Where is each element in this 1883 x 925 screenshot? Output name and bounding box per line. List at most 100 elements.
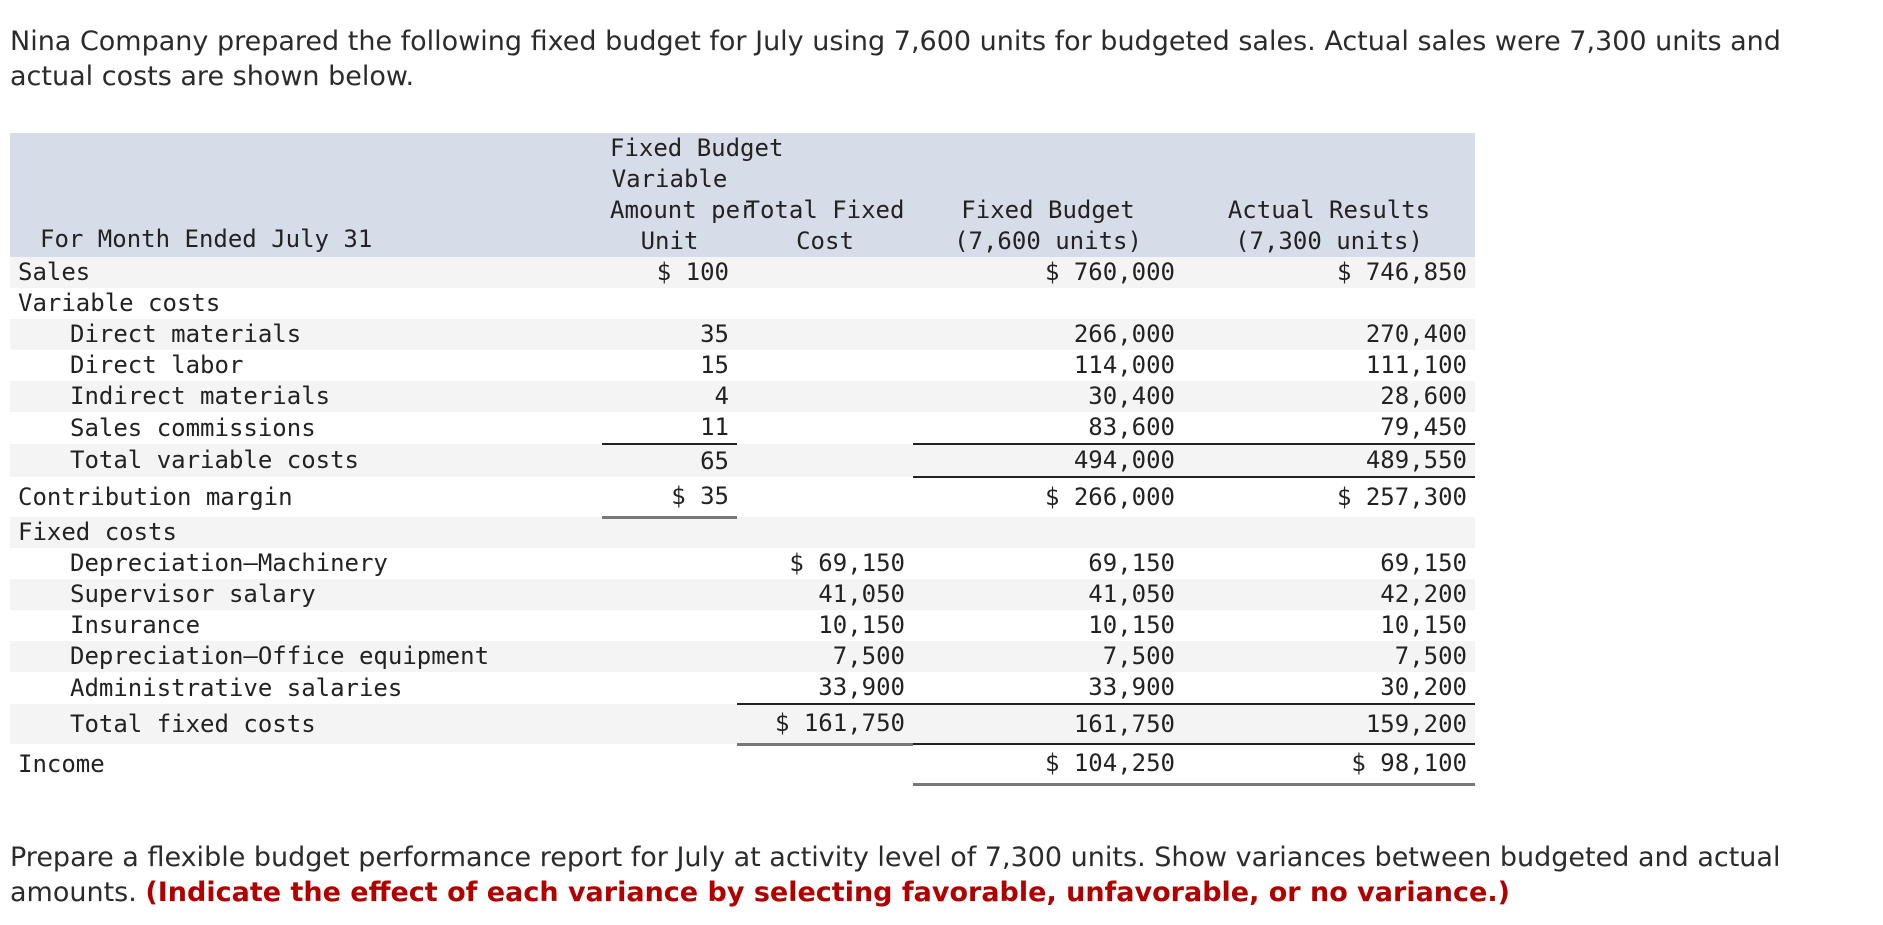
fixed-budget-cell: 41,050 bbox=[913, 579, 1183, 610]
row-label: Total variable costs bbox=[10, 444, 602, 477]
total-fixed-cost-cell: $ 69,150 bbox=[737, 548, 913, 579]
total-fixed-cost-cell bbox=[737, 517, 913, 548]
fixed-budget-cell: $ 266,000 bbox=[913, 477, 1183, 517]
table-row-indirect-materials: Indirect materials 4 30,400 28,600 bbox=[10, 381, 1475, 412]
instruction-text: Prepare a flexible budget performance re… bbox=[10, 842, 1781, 908]
fixed-budget-cell: $ 760,000 bbox=[913, 257, 1183, 288]
actual-results-cell: $ 746,850 bbox=[1183, 257, 1475, 288]
total-fixed-cost-cell bbox=[737, 444, 913, 477]
fixed-budget-cell: 161,750 bbox=[913, 704, 1183, 744]
variable-per-unit-cell bbox=[602, 610, 737, 641]
row-label: Direct labor bbox=[10, 350, 602, 381]
table-row-total-fixed-costs: Total fixed costs $ 161,750 161,750 159,… bbox=[10, 704, 1475, 746]
row-label: Direct materials bbox=[10, 319, 602, 350]
row-label: Depreciation—Office equipment bbox=[10, 641, 602, 672]
variable-per-unit-cell bbox=[602, 704, 737, 744]
table-row-total-variable-costs: Total variable costs 65 494,000 489,550 bbox=[10, 444, 1475, 478]
variable-per-unit-cell: $ 35 bbox=[602, 477, 737, 519]
variable-per-unit-cell: $ 100 bbox=[602, 257, 737, 288]
fixed-budget-cell: 30,400 bbox=[913, 381, 1183, 412]
table-row-fixed-costs-heading: Fixed costs bbox=[10, 517, 1475, 548]
fixed-budget-cell: 494,000 bbox=[913, 444, 1183, 478]
total-fixed-cost-cell bbox=[737, 412, 913, 444]
actual-results-cell: 10,150 bbox=[1183, 610, 1475, 641]
variable-per-unit-cell bbox=[602, 288, 737, 319]
header-variable-per-unit: Fixed Budget Variable Amount per Unit bbox=[602, 133, 784, 257]
variable-per-unit-cell: 4 bbox=[602, 381, 737, 412]
fixed-budget-cell: 7,500 bbox=[913, 641, 1183, 672]
total-fixed-cost-cell bbox=[737, 744, 913, 784]
row-label: Depreciation—Machinery bbox=[10, 548, 602, 579]
actual-results-cell: 7,500 bbox=[1183, 641, 1475, 672]
actual-results-cell: $ 98,100 bbox=[1183, 743, 1475, 786]
variable-per-unit-cell bbox=[602, 672, 737, 704]
total-fixed-cost-cell: 7,500 bbox=[737, 641, 913, 672]
header-actual-line2: (7,300 units) bbox=[1235, 227, 1423, 255]
table-row-variable-costs-heading: Variable costs bbox=[10, 288, 1475, 319]
row-label: Variable costs bbox=[10, 288, 602, 319]
actual-results-cell bbox=[1183, 517, 1475, 548]
fixed-budget-cell: 69,150 bbox=[913, 548, 1183, 579]
actual-results-cell: 28,600 bbox=[1183, 381, 1475, 412]
table-header-row: For Month Ended July 31 Fixed Budget Vari… bbox=[10, 133, 1475, 257]
total-fixed-cost-cell: 33,900 bbox=[737, 672, 913, 705]
total-fixed-cost-cell bbox=[737, 350, 913, 381]
total-fixed-cost-cell: 10,150 bbox=[737, 610, 913, 641]
header-fixed-line1: Total Fixed bbox=[745, 196, 905, 224]
fixed-budget-cell: 10,150 bbox=[913, 610, 1183, 641]
fixed-budget-cell: 266,000 bbox=[913, 319, 1183, 350]
total-fixed-cost-cell bbox=[737, 381, 913, 412]
actual-results-cell: 159,200 bbox=[1183, 704, 1475, 744]
table-row-depreciation-office-equipment: Depreciation—Office equipment 7,500 7,50… bbox=[10, 641, 1475, 672]
instruction-emphasis: (Indicate the effect of each variance by… bbox=[145, 877, 1510, 908]
variable-per-unit-cell bbox=[602, 744, 737, 784]
actual-results-cell: $ 257,300 bbox=[1183, 477, 1475, 517]
table-row-administrative-salaries: Administrative salaries 33,900 33,900 30… bbox=[10, 672, 1475, 705]
fixed-budget-cell: 114,000 bbox=[913, 350, 1183, 381]
row-label: Insurance bbox=[10, 610, 602, 641]
table-row-direct-labor: Direct labor 15 114,000 111,100 bbox=[10, 350, 1475, 381]
actual-results-cell: 79,450 bbox=[1183, 412, 1475, 445]
header-fixed-line2: Cost bbox=[796, 227, 854, 255]
row-label: Sales bbox=[10, 257, 602, 288]
row-label: Income bbox=[10, 744, 602, 784]
problem-intro: Nina Company prepared the following fixe… bbox=[10, 26, 1781, 92]
header-fixed-budget: Fixed Budget (7,600 units) bbox=[913, 133, 1183, 257]
fixed-budget-cell bbox=[913, 517, 1183, 548]
fixed-budget-cell: 83,600 bbox=[913, 412, 1183, 445]
actual-results-cell: 489,550 bbox=[1183, 444, 1475, 478]
variable-per-unit-cell bbox=[602, 641, 737, 672]
total-fixed-cost-cell bbox=[737, 477, 913, 517]
fixed-budget-table: For Month Ended July 31 Fixed Budget Vari… bbox=[10, 133, 1475, 786]
header-actual-results: Actual Results (7,300 units) bbox=[1183, 133, 1475, 257]
variable-per-unit-cell bbox=[602, 579, 737, 610]
table-row-depreciation-machinery: Depreciation—Machinery $ 69,150 69,150 6… bbox=[10, 548, 1475, 579]
actual-results-cell bbox=[1183, 288, 1475, 319]
variable-per-unit-cell: 65 bbox=[602, 444, 737, 477]
total-fixed-cost-cell: $ 161,750 bbox=[737, 704, 913, 746]
variable-per-unit-cell: 15 bbox=[602, 350, 737, 381]
row-label: Sales commissions bbox=[10, 412, 602, 444]
table-row-supervisor-salary: Supervisor salary 41,050 41,050 42,200 bbox=[10, 579, 1475, 610]
total-fixed-cost-cell bbox=[737, 257, 913, 288]
actual-results-cell: 270,400 bbox=[1183, 319, 1475, 350]
total-fixed-cost-cell bbox=[737, 288, 913, 319]
row-label: Total fixed costs bbox=[10, 704, 602, 744]
table-row-contribution-margin: Contribution margin $ 35 $ 266,000 $ 257… bbox=[10, 477, 1475, 519]
table-row-sales: Sales $ 100 $ 760,000 $ 746,850 bbox=[10, 257, 1475, 288]
actual-results-cell: 111,100 bbox=[1183, 350, 1475, 381]
actual-results-cell: 42,200 bbox=[1183, 579, 1475, 610]
fixed-budget-cell: 33,900 bbox=[913, 672, 1183, 705]
table-row-income: Income $ 104,250 $ 98,100 bbox=[10, 743, 1475, 786]
header-budget-line1: Fixed Budget bbox=[961, 196, 1135, 224]
variable-per-unit-cell: 35 bbox=[602, 319, 737, 350]
row-label: Supervisor salary bbox=[10, 579, 602, 610]
header-variable-line2: Variable bbox=[611, 165, 728, 193]
variable-per-unit-cell: 11 bbox=[602, 412, 737, 445]
total-fixed-cost-cell: 41,050 bbox=[737, 579, 913, 610]
row-label: Administrative salaries bbox=[10, 672, 602, 704]
row-label: Fixed costs bbox=[10, 517, 602, 548]
header-variable-line1: Fixed Budget bbox=[610, 134, 784, 162]
row-label: Contribution margin bbox=[10, 477, 602, 517]
problem-instruction: Prepare a flexible budget performance re… bbox=[10, 840, 1870, 910]
